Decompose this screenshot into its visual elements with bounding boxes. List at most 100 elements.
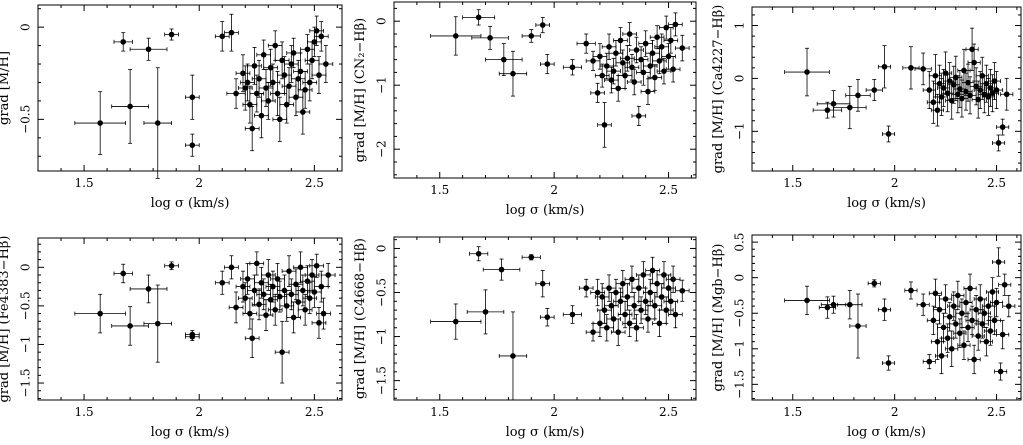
point-marker xyxy=(279,349,285,355)
data-point xyxy=(1000,78,1014,111)
point-marker xyxy=(544,314,551,320)
point-marker xyxy=(668,37,674,44)
data-point xyxy=(260,259,276,291)
point-marker xyxy=(601,122,608,128)
data-point xyxy=(973,71,987,109)
data-point xyxy=(939,284,953,314)
point-marker xyxy=(624,294,631,300)
point-marker xyxy=(981,310,988,317)
point-marker xyxy=(979,72,986,79)
point-marker xyxy=(247,310,253,317)
data-point xyxy=(318,45,334,83)
data-point xyxy=(592,309,608,337)
point-marker xyxy=(281,72,288,78)
point-marker xyxy=(318,283,325,290)
point-marker xyxy=(645,88,651,95)
data-point xyxy=(963,273,977,303)
data-point xyxy=(656,261,672,289)
point-marker xyxy=(610,68,617,74)
point-marker xyxy=(279,57,285,64)
data-point xyxy=(849,293,867,359)
data-point xyxy=(812,101,843,119)
point-marker xyxy=(97,310,103,317)
data-point xyxy=(979,327,993,357)
point-marker xyxy=(981,91,988,98)
point-marker xyxy=(599,294,605,300)
x-axis-label: log σ (km/s) xyxy=(151,425,230,440)
data-point xyxy=(916,293,930,316)
point-marker xyxy=(847,104,853,111)
point-marker xyxy=(277,116,283,123)
panel-5: 1.5 2 2.5 0 −0.5 −1 −1.5 log σ (km/s) grad [M/H]… xyxy=(353,236,697,440)
point-marker xyxy=(290,314,297,321)
data-point xyxy=(951,75,965,114)
point-marker xyxy=(934,338,941,345)
point-marker xyxy=(265,272,272,278)
point-marker xyxy=(316,320,322,326)
data-point xyxy=(928,278,942,308)
point-marker xyxy=(649,267,656,274)
data-point xyxy=(990,287,1004,318)
data-point xyxy=(992,247,1006,277)
point-marker xyxy=(997,368,1004,375)
point-marker xyxy=(306,79,313,86)
y-tick-label: −1.5 xyxy=(19,368,33,397)
point-marker xyxy=(240,283,246,290)
point-marker xyxy=(991,78,998,84)
point-marker xyxy=(885,131,892,137)
data-point xyxy=(74,293,126,334)
point-marker xyxy=(804,69,810,75)
data-point xyxy=(652,309,667,337)
data-point xyxy=(1002,295,1016,318)
data-point xyxy=(224,13,239,52)
point-marker xyxy=(948,345,955,352)
point-marker xyxy=(654,34,660,40)
point-marker xyxy=(640,272,647,278)
point-marker xyxy=(930,317,937,324)
point-marker xyxy=(993,299,1000,306)
point-marker xyxy=(881,63,888,70)
point-marker xyxy=(256,75,262,82)
y-tick-label: −1 xyxy=(733,340,747,358)
point-marker xyxy=(622,311,628,318)
data-point xyxy=(645,40,660,67)
point-marker xyxy=(189,142,196,148)
data-point xyxy=(535,270,550,298)
point-marker xyxy=(267,64,274,71)
point-marker xyxy=(965,324,971,331)
data-point xyxy=(309,15,324,46)
data-point xyxy=(111,306,149,346)
data-point xyxy=(675,279,690,302)
point-marker xyxy=(608,77,615,83)
point-marker xyxy=(932,290,939,297)
y-tick-label: 0 xyxy=(19,23,33,31)
plot-frame xyxy=(37,237,343,401)
data-point xyxy=(307,276,322,308)
data-point xyxy=(987,62,1002,100)
y-tick-label: −0.5 xyxy=(19,105,33,134)
point-marker xyxy=(274,90,281,97)
data-point xyxy=(249,251,265,276)
x-tick-label: 1.5 xyxy=(430,405,449,419)
data-point xyxy=(562,305,583,324)
data-point xyxy=(955,79,969,118)
data-point xyxy=(293,52,308,91)
point-marker xyxy=(323,61,329,67)
point-marker xyxy=(940,85,947,91)
data-point xyxy=(184,133,200,157)
point-marker xyxy=(590,329,596,335)
x-tick-label: 2.5 xyxy=(305,405,324,419)
data-point xyxy=(164,261,179,271)
point-marker xyxy=(544,61,551,67)
data-point xyxy=(316,297,331,330)
point-marker xyxy=(583,285,589,291)
point-marker xyxy=(270,79,276,86)
point-marker xyxy=(961,67,967,74)
panel-4: 1.5 2 2.5 0 −0.5 −1 −1.5 log σ (km/s) grad [M/H]… xyxy=(0,235,343,440)
data-point xyxy=(240,263,255,295)
data-point xyxy=(668,12,683,37)
data-point xyxy=(540,54,555,75)
point-marker xyxy=(959,310,965,317)
point-marker xyxy=(283,303,290,309)
point-marker xyxy=(665,285,672,291)
